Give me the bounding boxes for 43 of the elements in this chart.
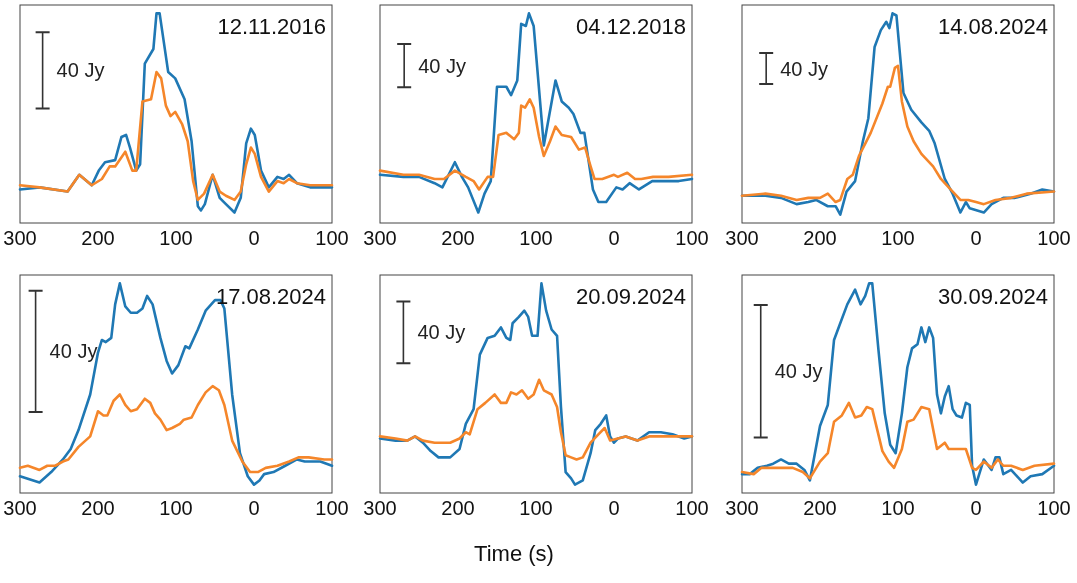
x-tick-label: 100: [519, 497, 553, 519]
x-tick-label: 0: [970, 227, 982, 249]
x-tick-label: 200: [441, 497, 475, 519]
x-tick-label: 100: [1037, 497, 1071, 519]
x-tick-label: 100: [315, 227, 349, 249]
x-tick-label: 300: [725, 227, 759, 249]
x-tick-label: 300: [363, 227, 397, 249]
x-tick-label: 200: [441, 227, 475, 249]
annotation: 40 Jy: [49, 340, 98, 363]
x-tick-label: 100: [881, 497, 915, 519]
x-tick-label: 0: [608, 227, 620, 249]
chart-title: 04.12.2018: [575, 14, 686, 39]
x-tick-label: 100: [881, 227, 915, 249]
annotation: 40 Jy: [418, 54, 466, 77]
x-axis-title: Time (s): [474, 541, 554, 566]
x-tick-label: 300: [3, 227, 37, 249]
annotation: 40 Jy: [56, 59, 105, 82]
x-tick-label: 200: [803, 227, 837, 249]
chart-title: 17.08.2024: [215, 284, 326, 309]
x-tick-label: 100: [315, 497, 349, 519]
x-tick-label: 100: [159, 497, 193, 519]
x-tick-label: 200: [803, 497, 837, 519]
chart-title: 30.09.2024: [937, 284, 1048, 309]
chart-title: 14.08.2024: [937, 14, 1048, 39]
x-tick-label: 100: [675, 497, 709, 519]
x-tick-label: 0: [248, 497, 260, 519]
annotation: 40 Jy: [774, 360, 823, 383]
x-tick-label: 200: [81, 227, 115, 249]
x-tick-label: 100: [519, 227, 553, 249]
x-tick-label: 100: [159, 227, 193, 249]
x-tick-label: 0: [970, 497, 982, 519]
annotation: 40 Jy: [780, 57, 828, 80]
x-tick-label: 0: [608, 497, 620, 519]
x-tick-label: 200: [81, 497, 115, 519]
x-tick-label: 300: [363, 497, 397, 519]
x-tick-label: 100: [675, 227, 709, 249]
x-tick-label: 100: [1037, 227, 1071, 249]
x-tick-label: 300: [725, 497, 759, 519]
annotation: 40 Jy: [417, 321, 466, 344]
chart-title: 12.11.2016: [217, 14, 326, 39]
chart-title: 20.09.2024: [575, 284, 686, 309]
x-tick-label: 300: [3, 497, 37, 519]
x-tick-label: 0: [248, 227, 260, 249]
